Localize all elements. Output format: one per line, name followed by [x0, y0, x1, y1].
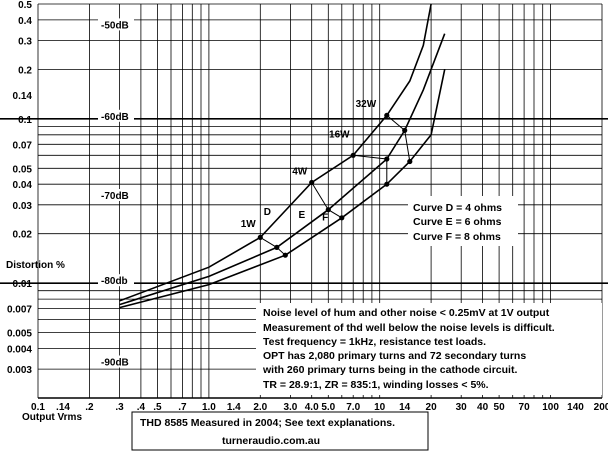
x-tick-label: .4: [137, 402, 146, 413]
data-point: [350, 152, 356, 158]
x-tick-label: 1.0: [202, 402, 216, 413]
y-tick-label: 0.5: [18, 0, 32, 11]
note-line: OPT has 2,080 primary turns and 72 secon…: [263, 350, 526, 362]
y-tick-label: 0.4: [18, 16, 32, 27]
x-tick-label: 0.1: [31, 402, 45, 413]
data-point: [384, 181, 390, 187]
x-tick-label: 140: [567, 402, 584, 413]
footer-caption: THD 8585 Measured in 2004; See text expl…: [140, 417, 395, 429]
db-label: -80db: [101, 276, 128, 287]
data-point: [384, 156, 390, 162]
power-label: 1W: [241, 219, 257, 230]
y-tick-labels: 0.5 0.4 0.3 0.2 0.14 0.1 0.07 0.05 0.04 0.03 0.02 0…: [7, 0, 32, 376]
note-line: TR = 28.9:1, ZR = 835:1, winding losses …: [263, 379, 489, 391]
y-tick-label: 0.02: [13, 230, 33, 241]
x-tick-label: 200: [594, 402, 608, 413]
data-point: [407, 158, 413, 165]
x-tick-label: 70: [519, 402, 531, 413]
data-point: [274, 244, 280, 250]
db-label: -50dB: [101, 20, 129, 31]
curve-label: E: [298, 210, 305, 221]
power-label: 16W: [329, 130, 350, 141]
y-tick-label: 0.05: [13, 164, 33, 175]
note-line: with 260 primary turns being in the cath…: [262, 364, 517, 376]
x-tick-label: 4.0: [305, 402, 319, 413]
legend-line: Curve E = 6 ohms: [413, 216, 502, 228]
x-tick-label: 100: [542, 402, 559, 413]
note-line: Test frequency = 1kHz, resistance test l…: [263, 336, 486, 348]
series-group: [119, 3, 446, 309]
footer-site: turneraudio.com.au: [222, 435, 320, 447]
x-tick-label: 7.0: [346, 402, 360, 413]
data-point: [402, 127, 408, 133]
x-tick-label: 30: [456, 402, 468, 413]
y-tick-label: 0.007: [7, 305, 32, 316]
db-label: -70dB: [101, 191, 129, 202]
note-line: Measurement of thd well below the noise …: [263, 322, 555, 334]
y-tick-label: 0.1: [18, 115, 32, 126]
db-label-bg: [98, 274, 134, 287]
y-tick-label: 0.07: [13, 140, 33, 151]
y-tick-label: 0.03: [13, 201, 33, 212]
power-lines: [257, 112, 413, 258]
x-tick-label: .7: [178, 402, 187, 413]
y-tick-label: 0.14: [13, 91, 33, 102]
db-label-bg: [98, 355, 134, 368]
power-line-16w: [353, 154, 388, 185]
data-point: [325, 207, 331, 213]
db-label-bg: [98, 189, 134, 201]
y-tick-label: 0.004: [7, 345, 32, 356]
y-axis-title: Distortion %: [6, 260, 65, 271]
series-line-d: [119, 3, 432, 302]
y-tick-label: 0.01: [13, 279, 33, 290]
x-tick-label: 40: [477, 402, 489, 413]
data-point: [282, 252, 288, 258]
x-tick-label: 5.0: [321, 402, 335, 413]
data-point: [339, 215, 345, 221]
x-tick-label: 10: [374, 402, 386, 413]
y-tick-label: 0.3: [18, 37, 32, 48]
legend-line: Curve F = 8 ohms: [413, 231, 501, 243]
power-label: 4W: [292, 166, 308, 177]
db-labels: -50dB -60dB -70dB -80db -90dB: [98, 18, 134, 369]
legend-line: Curve D = 4 ohms: [413, 202, 502, 214]
y-tick-label: 0.2: [18, 65, 32, 76]
db-label-bg: [98, 18, 134, 31]
curve-labels: 1W 4W 16W 32W D E F: [241, 99, 377, 230]
x-tick-label: 50: [494, 402, 506, 413]
note-line: Noise level of hum and other noise < 0.2…: [263, 307, 550, 319]
x-tick-label: .2: [85, 402, 94, 413]
y-tick-label: 0.04: [13, 180, 33, 191]
x-tick-label: 20: [426, 402, 438, 413]
x-tick-labels: 0.1 .14 .2 .3 .4 .5 .7 1.0 1.4 2.0 3.0 4.0 5.0 7.0 10 1…: [31, 402, 608, 413]
curve-label: F: [322, 213, 328, 224]
legend-box: [408, 196, 518, 246]
db-label-bg: [98, 109, 134, 122]
data-point: [257, 234, 263, 240]
db-label: -60dB: [101, 112, 129, 123]
x-tick-label: .14: [56, 402, 70, 413]
x-tick-label: 14: [399, 402, 411, 413]
data-point: [309, 179, 315, 186]
db-label: -90dB: [101, 358, 129, 369]
curve-label: D: [264, 207, 271, 218]
x-tick-label: .3: [115, 402, 124, 413]
power-label: 32W: [356, 99, 377, 110]
x-axis-title: Output Vrms: [22, 412, 82, 423]
x-tick-label: .5: [153, 402, 162, 413]
x-tick-label: 3.0: [283, 402, 297, 413]
notes-box: [256, 303, 602, 395]
data-point: [384, 112, 390, 118]
y-tick-label: 0.005: [7, 329, 32, 340]
footer-box: [131, 411, 429, 451]
series-line-e: [119, 33, 446, 306]
x-tick-label: 1.4: [227, 402, 241, 413]
series-line-f: [119, 69, 446, 309]
x-tick-label: 2.0: [253, 402, 267, 413]
y-tick-label: 0.003: [7, 365, 32, 376]
